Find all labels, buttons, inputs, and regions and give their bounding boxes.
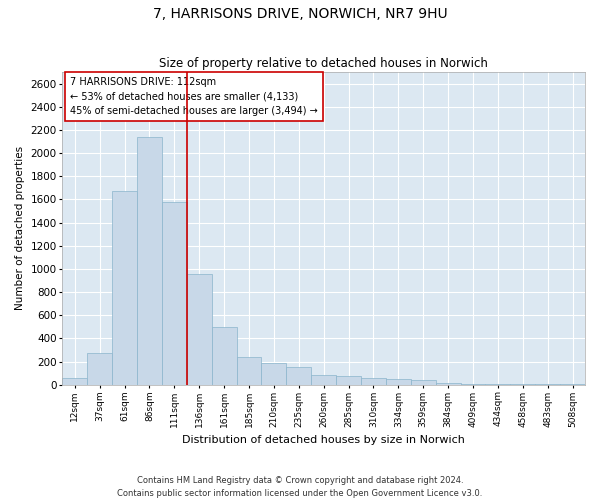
Text: 7, HARRISONS DRIVE, NORWICH, NR7 9HU: 7, HARRISONS DRIVE, NORWICH, NR7 9HU: [152, 8, 448, 22]
Bar: [162, 202, 187, 384]
Bar: [187, 274, 212, 384]
Bar: [436, 382, 461, 384]
Bar: [336, 376, 361, 384]
Bar: [87, 354, 112, 384]
Bar: [411, 380, 436, 384]
Bar: [311, 375, 336, 384]
Y-axis label: Number of detached properties: Number of detached properties: [15, 146, 25, 310]
Bar: [212, 327, 236, 384]
Bar: [112, 192, 137, 384]
Bar: [386, 379, 411, 384]
Bar: [286, 368, 311, 384]
Bar: [137, 137, 162, 384]
Bar: [361, 378, 386, 384]
X-axis label: Distribution of detached houses by size in Norwich: Distribution of detached houses by size …: [182, 435, 465, 445]
Bar: [236, 357, 262, 384]
Title: Size of property relative to detached houses in Norwich: Size of property relative to detached ho…: [159, 56, 488, 70]
Bar: [62, 378, 87, 384]
Text: 7 HARRISONS DRIVE: 112sqm
← 53% of detached houses are smaller (4,133)
45% of se: 7 HARRISONS DRIVE: 112sqm ← 53% of detac…: [70, 76, 318, 116]
Text: Contains HM Land Registry data © Crown copyright and database right 2024.
Contai: Contains HM Land Registry data © Crown c…: [118, 476, 482, 498]
Bar: [262, 364, 286, 384]
